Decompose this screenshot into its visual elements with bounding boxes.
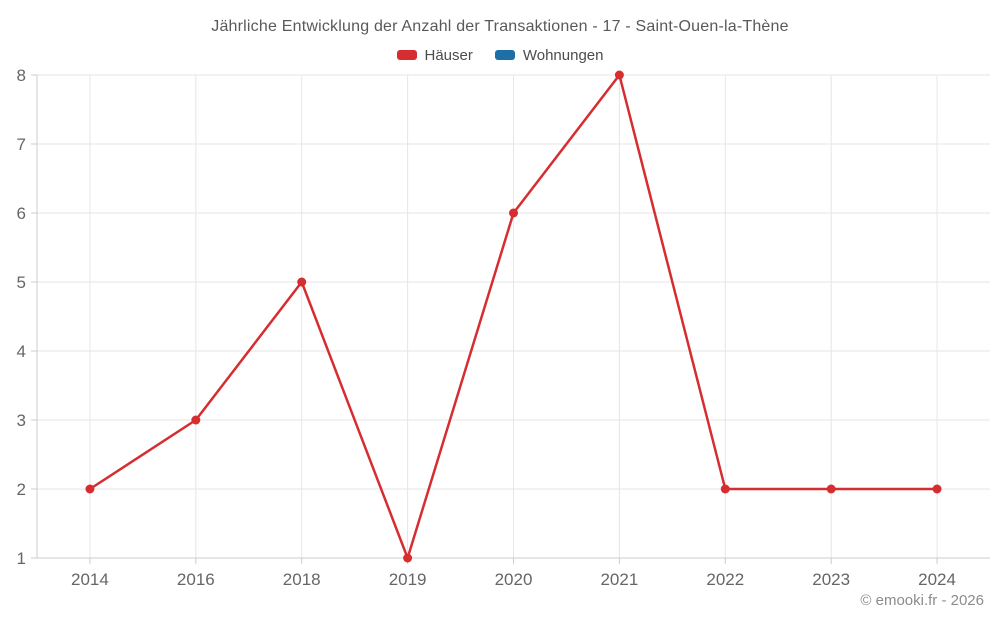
legend-label-wohnungen: Wohnungen (522, 46, 604, 64)
x-tick-label: 2024 (918, 570, 956, 589)
y-tick-label: 3 (17, 411, 26, 430)
y-tick-label: 7 (17, 135, 26, 154)
y-tick-label: 5 (17, 273, 26, 292)
x-tick-label: 2020 (495, 570, 533, 589)
x-tick-label: 2021 (600, 570, 638, 589)
y-tick-label: 8 (17, 68, 26, 85)
data-point-haeuser[interactable] (297, 277, 307, 287)
data-point-haeuser[interactable] (826, 484, 836, 494)
x-tick-label: 2023 (812, 570, 850, 589)
y-tick-label: 6 (17, 204, 26, 223)
y-tick-label: 2 (17, 480, 26, 499)
data-point-haeuser[interactable] (720, 484, 730, 494)
x-tick-label: 2018 (283, 570, 321, 589)
legend-item-haeuser[interactable]: Häuser (396, 46, 473, 64)
y-tick-label: 1 (17, 549, 26, 568)
y-tick-label: 4 (17, 342, 26, 361)
x-tick-label: 2022 (706, 570, 744, 589)
legend-swatch-haeuser-icon (396, 50, 417, 60)
x-tick-label: 2016 (177, 570, 215, 589)
chart-legend: Häuser Wohnungen (0, 46, 1000, 64)
legend-label-haeuser: Häuser (424, 46, 473, 64)
line-chart-canvas: 2014 2016 2018 2019 2020 2021 2022 2023 2024 1 2 3 4… (17, 68, 990, 589)
data-point-haeuser[interactable] (614, 70, 624, 80)
legend-swatch-wohnungen-icon (494, 50, 515, 60)
legend-item-wohnungen[interactable]: Wohnungen (494, 46, 604, 64)
x-tick-label: 2019 (389, 570, 427, 589)
data-point-haeuser[interactable] (191, 415, 201, 425)
data-point-haeuser[interactable] (932, 484, 942, 494)
data-point-haeuser[interactable] (509, 208, 518, 218)
copyright-notice: © emooki.fr - 2026 (860, 592, 984, 609)
data-point-haeuser[interactable] (85, 484, 95, 494)
chart-title: Jährliche Entwicklung der Anzahl der Tra… (211, 18, 789, 35)
data-point-haeuser[interactable] (403, 553, 413, 563)
x-tick-label: 2014 (71, 570, 109, 589)
